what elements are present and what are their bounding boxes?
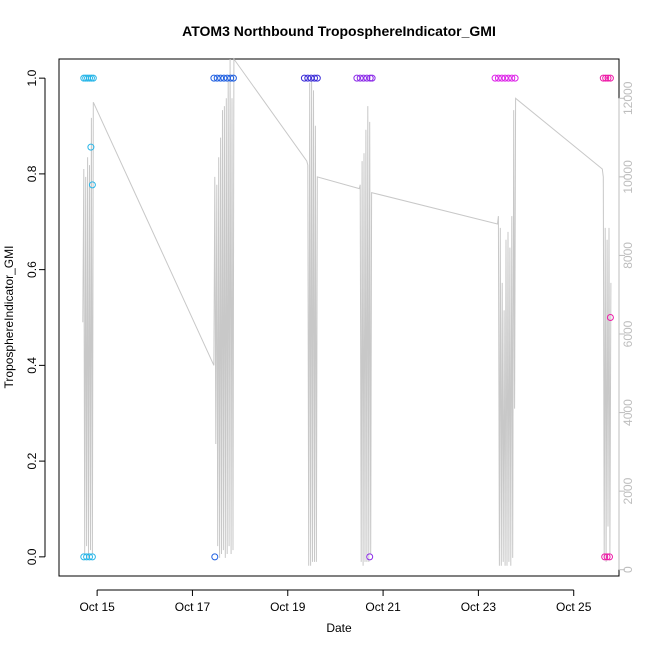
data-point xyxy=(210,74,218,82)
x-axis-label: Date xyxy=(326,621,352,635)
data-point xyxy=(606,74,614,82)
data-point xyxy=(88,181,96,189)
data-point xyxy=(86,553,93,561)
chart-title: ATOM3 Northbound TroposphereIndicator_GM… xyxy=(182,23,496,39)
data-point xyxy=(606,314,614,321)
data-point xyxy=(353,74,361,82)
altitude-trace xyxy=(82,57,612,566)
data-points xyxy=(80,74,614,561)
data-point xyxy=(602,74,610,82)
data-point xyxy=(604,74,612,82)
data-point xyxy=(220,74,228,82)
data-point xyxy=(508,74,516,82)
data-point xyxy=(87,143,95,151)
data-point xyxy=(360,74,367,82)
data-point xyxy=(213,74,221,82)
data-point xyxy=(498,74,506,82)
data-point xyxy=(227,74,235,82)
data-point xyxy=(217,74,225,82)
x-tick-label: Oct 15 xyxy=(79,600,115,614)
data-point xyxy=(511,74,519,82)
data-point xyxy=(89,74,97,82)
right-y-tick-label: 6000 xyxy=(621,320,635,347)
data-point xyxy=(304,74,312,82)
x-tick-label: Oct 21 xyxy=(365,600,401,614)
right-y-tick-label: 12000 xyxy=(621,81,635,115)
right-y-tick-label: 4000 xyxy=(621,399,635,426)
altitude-line xyxy=(82,57,612,566)
data-point xyxy=(229,74,237,82)
data-point xyxy=(356,74,364,82)
data-point xyxy=(601,553,609,561)
data-point xyxy=(504,74,512,82)
right-y-tick-label: 2000 xyxy=(621,477,635,504)
data-point xyxy=(606,553,613,561)
data-point xyxy=(368,74,376,82)
data-point xyxy=(491,74,499,82)
y-tick-label: 0.4 xyxy=(25,357,39,374)
right-y-axis: 0 2000 4000 6000 8000 10000 12000 xyxy=(618,81,635,573)
data-point xyxy=(603,553,611,561)
x-tick-label: Oct 23 xyxy=(461,600,497,614)
y-axis: 0.0 0.2 0.4 0.6 0.8 1.0 xyxy=(25,69,46,565)
x-tick-label: Oct 19 xyxy=(270,600,306,614)
data-point xyxy=(300,74,308,82)
right-y-tick-label: 0 xyxy=(621,566,635,573)
data-point xyxy=(311,74,318,82)
y-tick-label: 0.2 xyxy=(25,452,39,469)
data-point xyxy=(88,553,96,561)
data-point xyxy=(599,74,607,82)
data-point xyxy=(363,74,371,82)
x-tick-label: Oct 17 xyxy=(175,600,211,614)
right-y-tick-label: 10000 xyxy=(621,160,635,194)
data-point xyxy=(366,553,374,561)
x-tick-label: Oct 25 xyxy=(556,600,592,614)
data-point xyxy=(86,74,93,82)
y-tick-label: 0.6 xyxy=(25,261,39,278)
data-point xyxy=(87,74,95,82)
data-point xyxy=(494,74,502,82)
data-point xyxy=(501,74,509,82)
right-y-tick-label: 8000 xyxy=(621,242,635,269)
data-point xyxy=(366,74,374,82)
y-axis-label: TroposphereIndicator_GMI xyxy=(2,246,16,389)
plot-area-frame xyxy=(58,58,620,577)
data-point xyxy=(313,74,321,82)
data-point xyxy=(211,553,219,561)
x-axis: Oct 15 Oct 17 Oct 19 Oct 21 Oct 23 Oct 25 xyxy=(79,589,592,614)
y-tick-label: 0.0 xyxy=(25,548,39,565)
y-tick-label: 0.8 xyxy=(25,165,39,182)
y-tick-label: 1.0 xyxy=(25,69,39,86)
